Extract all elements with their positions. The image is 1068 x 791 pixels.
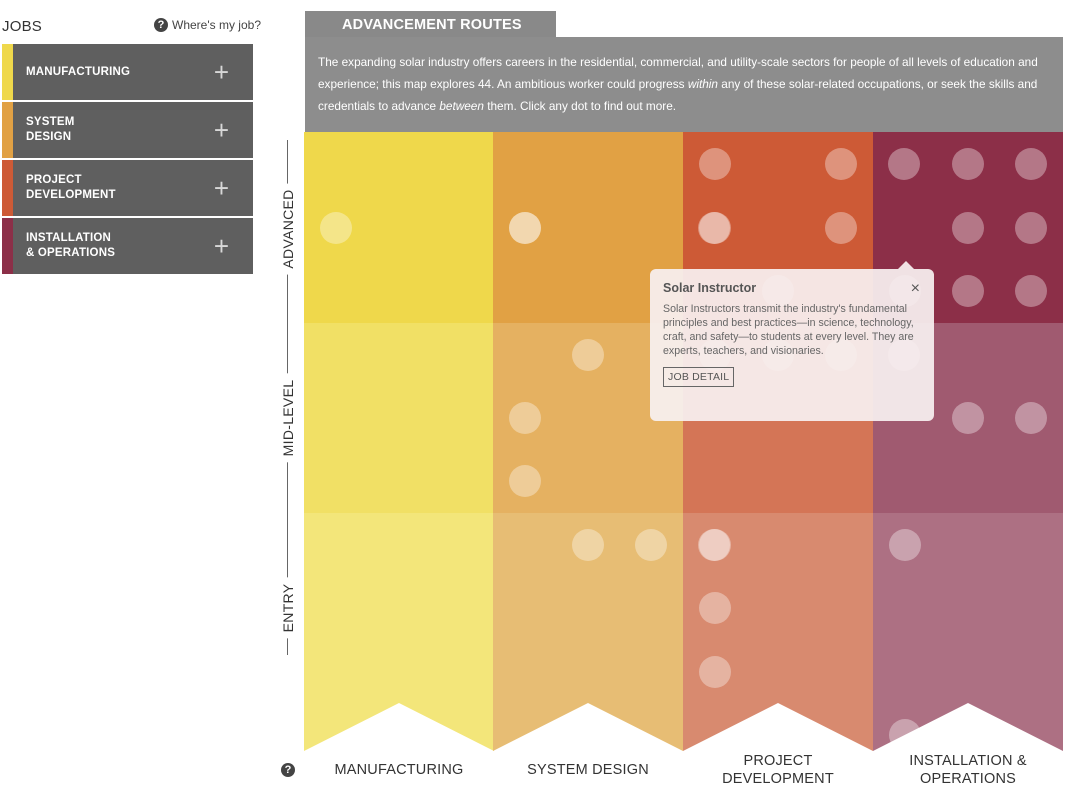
- sector-label-project-development: PROJECT DEVELOPMENT: [722, 753, 834, 787]
- jobs-title: JOBS: [2, 18, 42, 35]
- job-dot[interactable]: [572, 529, 604, 561]
- tooltip-description: Solar Instructors transmit the industry'…: [663, 303, 914, 357]
- job-dot[interactable]: [572, 339, 604, 371]
- sidebar-item-label: INSTALLATION & OPERATIONS: [26, 232, 116, 259]
- job-dot[interactable]: [889, 719, 921, 751]
- system-design-swatch: [2, 102, 13, 158]
- cell-3-2: [873, 513, 1063, 703]
- job-dot[interactable]: [888, 148, 920, 180]
- cell-0-1: [304, 323, 494, 513]
- job-dot[interactable]: [698, 212, 730, 244]
- wheres-my-job-link[interactable]: ? Where's my job?: [154, 18, 261, 32]
- sector-label-installation-operations: INSTALLATION & OPERATIONS: [909, 753, 1027, 787]
- job-dot[interactable]: [1015, 148, 1047, 180]
- chevron-0: [304, 703, 494, 751]
- chevron-1: [493, 703, 683, 751]
- sidebar-item-label: MANUFACTURING: [26, 65, 131, 78]
- installation-operations-swatch: [2, 218, 13, 274]
- job-dot[interactable]: [699, 592, 731, 624]
- job-dot[interactable]: [635, 529, 667, 561]
- level-label-entry: ENTRY: [280, 577, 296, 639]
- sidebar-item-manufacturing[interactable]: MANUFACTURING +: [2, 44, 253, 100]
- cell-1-2: [493, 513, 683, 703]
- job-dot[interactable]: [699, 148, 731, 180]
- job-dot[interactable]: [825, 148, 857, 180]
- sidebar-item-label: PROJECT DEVELOPMENT: [26, 174, 116, 201]
- cell-0-2: [304, 513, 494, 703]
- jobs-sidebar: MANUFACTURING + SYSTEM DESIGN + PROJECT …: [2, 44, 253, 276]
- sidebar-item-label: SYSTEM DESIGN: [26, 116, 75, 143]
- job-dot[interactable]: [320, 212, 352, 244]
- job-dot[interactable]: [509, 212, 541, 244]
- cell-2-2: [683, 513, 873, 703]
- chevron-2: [683, 703, 873, 751]
- job-dot[interactable]: [1015, 402, 1047, 434]
- job-dot[interactable]: [699, 656, 731, 688]
- tooltip-title: Solar Instructor: [663, 281, 757, 295]
- close-icon[interactable]: ×: [910, 280, 920, 297]
- desc-text-1: The expanding solar industry offers care…: [318, 55, 1038, 91]
- level-label-advanced: ADVANCED: [280, 183, 296, 275]
- sector-label-manufacturing: MANUFACTURING: [334, 762, 464, 778]
- manufacturing-swatch: [2, 44, 13, 100]
- job-dot[interactable]: [952, 212, 984, 244]
- sector-label-system-design: SYSTEM DESIGN: [527, 762, 649, 778]
- desc-text-2: any of these solar-related occupations, …: [318, 77, 1038, 113]
- sidebar-item-project-development[interactable]: PROJECT DEVELOPMENT +: [2, 160, 253, 216]
- plus-icon[interactable]: +: [213, 57, 229, 87]
- project-development-swatch: [2, 160, 13, 216]
- question-icon: ?: [281, 763, 295, 777]
- job-dot[interactable]: [509, 212, 541, 244]
- job-dot[interactable]: [952, 148, 984, 180]
- job-dot[interactable]: [952, 402, 984, 434]
- cell-0-0: [304, 132, 494, 323]
- job-dot[interactable]: [1015, 212, 1047, 244]
- job-dot[interactable]: [699, 529, 731, 561]
- job-dot[interactable]: [509, 402, 541, 434]
- sidebar-item-installation-operations[interactable]: INSTALLATION & OPERATIONS +: [2, 218, 253, 274]
- level-label-mid-level: MID-LEVEL: [280, 373, 296, 463]
- desc-emphasis-between: between: [439, 99, 484, 113]
- job-dot[interactable]: [952, 275, 984, 307]
- plus-icon[interactable]: +: [213, 231, 229, 261]
- sidebar-item-system-design[interactable]: SYSTEM DESIGN +: [2, 102, 253, 158]
- sector-help-button[interactable]: ?: [281, 763, 295, 777]
- job-dot[interactable]: [698, 529, 730, 561]
- chevron-3: [873, 703, 1063, 751]
- job-tooltip: Solar Instructor × Solar Instructors tra…: [650, 261, 934, 421]
- plus-icon[interactable]: +: [213, 173, 229, 203]
- job-detail-button[interactable]: JOB DETAIL: [663, 367, 735, 387]
- desc-emphasis-within: within: [687, 77, 718, 91]
- question-icon: ?: [154, 18, 168, 32]
- tab-advancement-routes[interactable]: ADVANCEMENT ROUTES: [305, 11, 556, 38]
- job-dot[interactable]: [509, 465, 541, 497]
- job-dot[interactable]: [1015, 275, 1047, 307]
- job-dot[interactable]: [889, 529, 921, 561]
- plus-icon[interactable]: +: [213, 115, 229, 145]
- job-dot[interactable]: [825, 212, 857, 244]
- desc-text-3: them. Click any dot to find out more.: [483, 99, 677, 113]
- job-dot[interactable]: [699, 212, 731, 244]
- map-description: The expanding solar industry offers care…: [305, 37, 1063, 132]
- wheres-my-job-label: Where's my job?: [172, 18, 261, 32]
